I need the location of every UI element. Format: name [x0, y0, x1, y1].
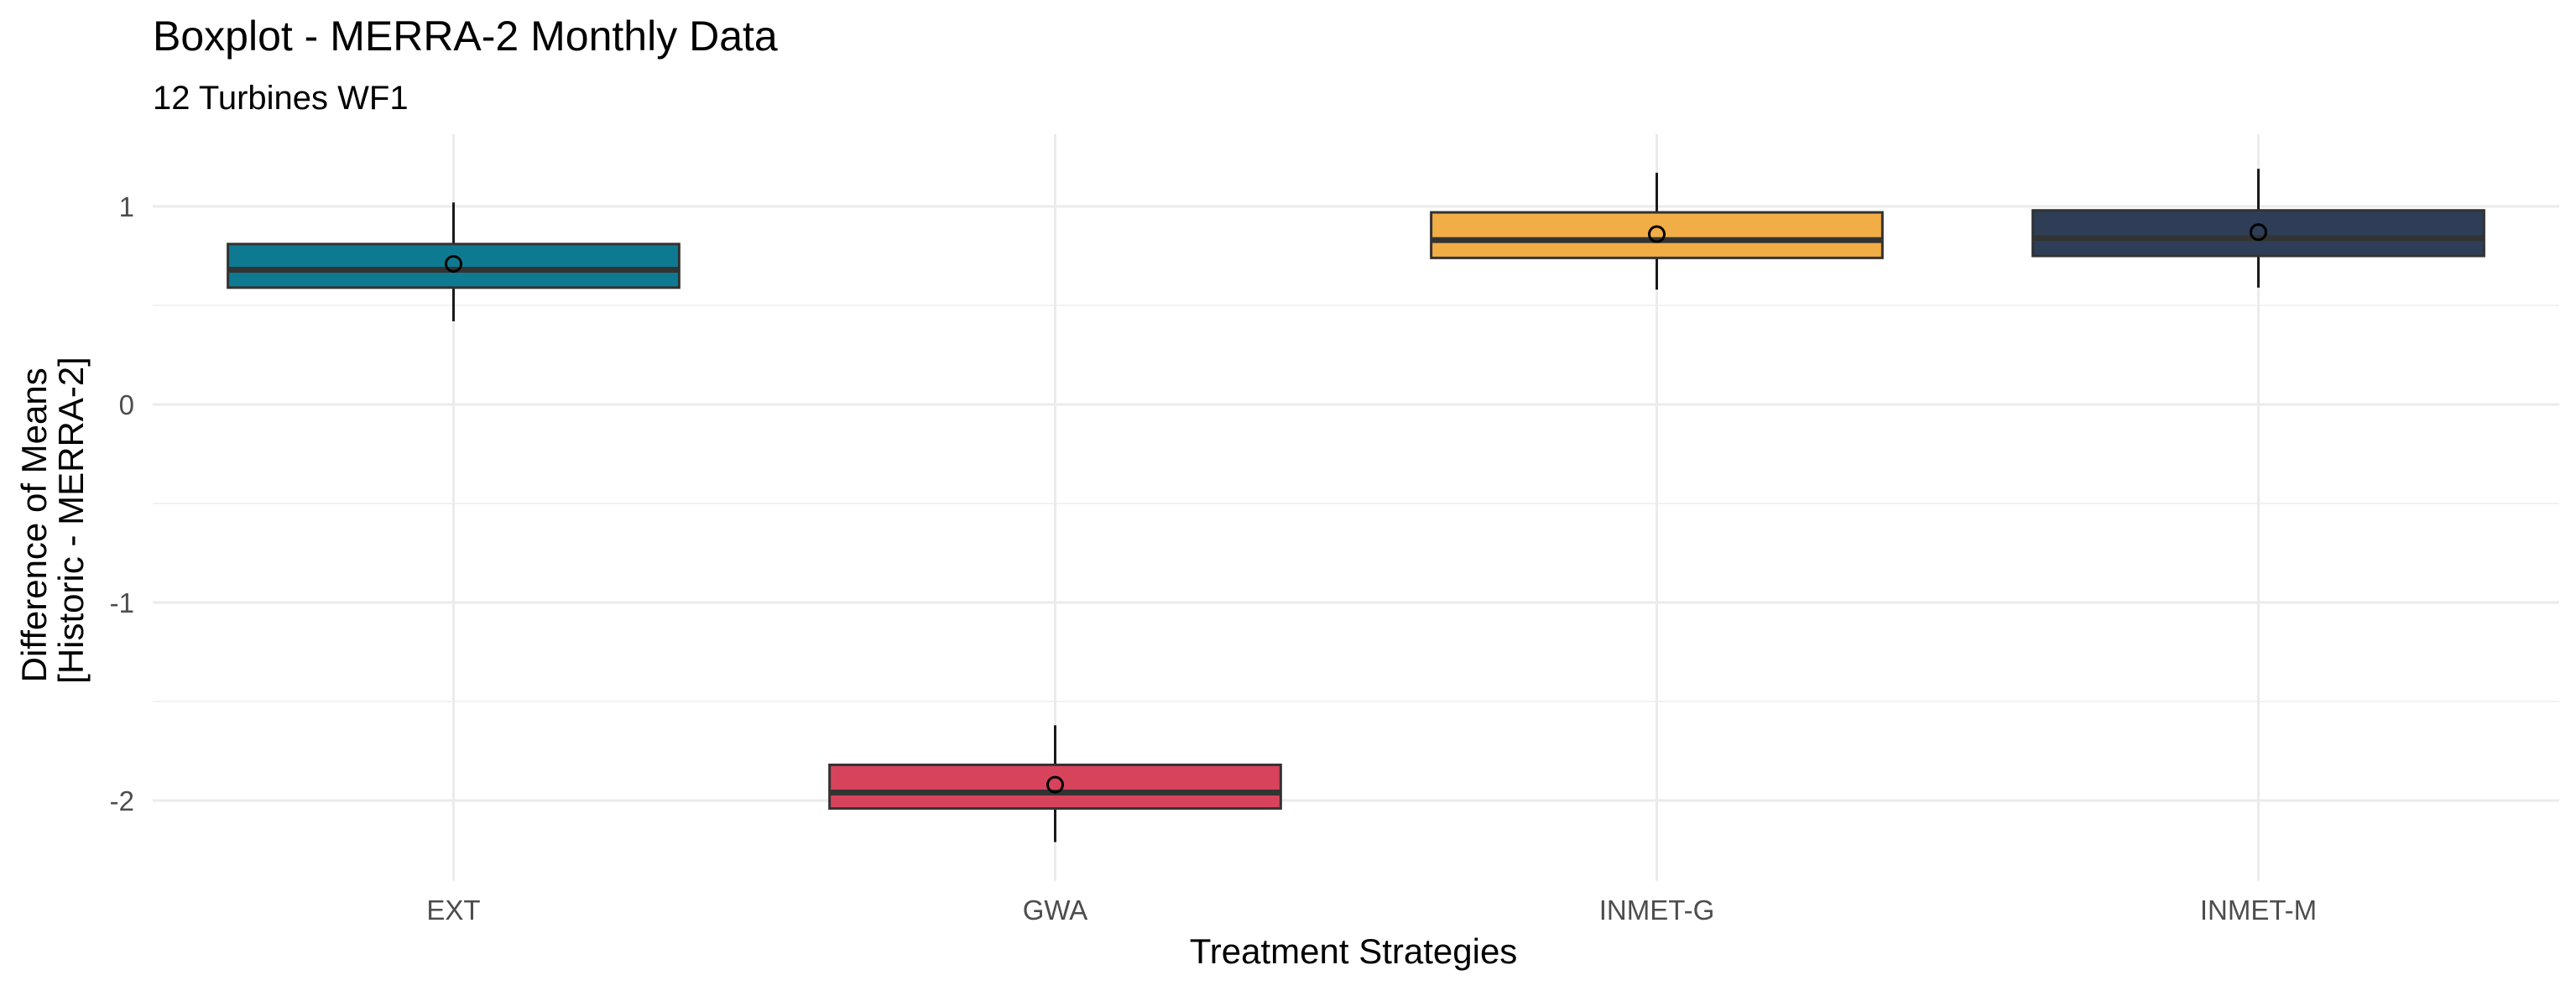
y-tick-label: 1: [119, 191, 134, 222]
x-axis-ticks: EXT GWA INMET-G INMET-M: [426, 895, 2317, 926]
iqr-box: [2031, 209, 2485, 258]
box-inmet-m: [2031, 169, 2485, 288]
y-axis-ticks: -2 -1 0 1: [110, 191, 134, 816]
y-axis-title: Difference of Means [Historic - MERRA-2]: [14, 357, 91, 684]
x-axis-title: Treatment Strategies: [1190, 931, 1518, 971]
mean-point: [1046, 775, 1064, 794]
box-inmet-g: [1430, 172, 1884, 290]
y-tick-label: -1: [110, 587, 134, 618]
box-gwa: [828, 725, 1282, 842]
y-axis-title-line-1: Difference of Means: [14, 368, 54, 682]
chart-subtitle: 12 Turbines WF1: [153, 80, 409, 117]
iqr-box: [1430, 211, 1884, 259]
x-tick-label: INMET-M: [2200, 895, 2317, 926]
y-axis-title-line-2: [Historic - MERRA-2]: [51, 357, 91, 684]
mean-point: [2250, 223, 2267, 242]
iqr-box: [227, 243, 681, 289]
y-tick-label: 0: [119, 389, 134, 420]
mean-point: [1648, 225, 1666, 243]
chart-title: Boxplot - MERRA-2 Monthly Data: [153, 13, 778, 60]
box-ext: [227, 202, 681, 321]
x-tick-label: GWA: [1023, 895, 1088, 926]
iqr-box: [828, 764, 1282, 810]
x-tick-label: EXT: [426, 895, 480, 926]
boxplot-marks: [227, 169, 2485, 842]
mean-point: [445, 254, 462, 273]
y-tick-label: -2: [110, 785, 134, 816]
x-tick-label: INMET-G: [1599, 895, 1715, 926]
